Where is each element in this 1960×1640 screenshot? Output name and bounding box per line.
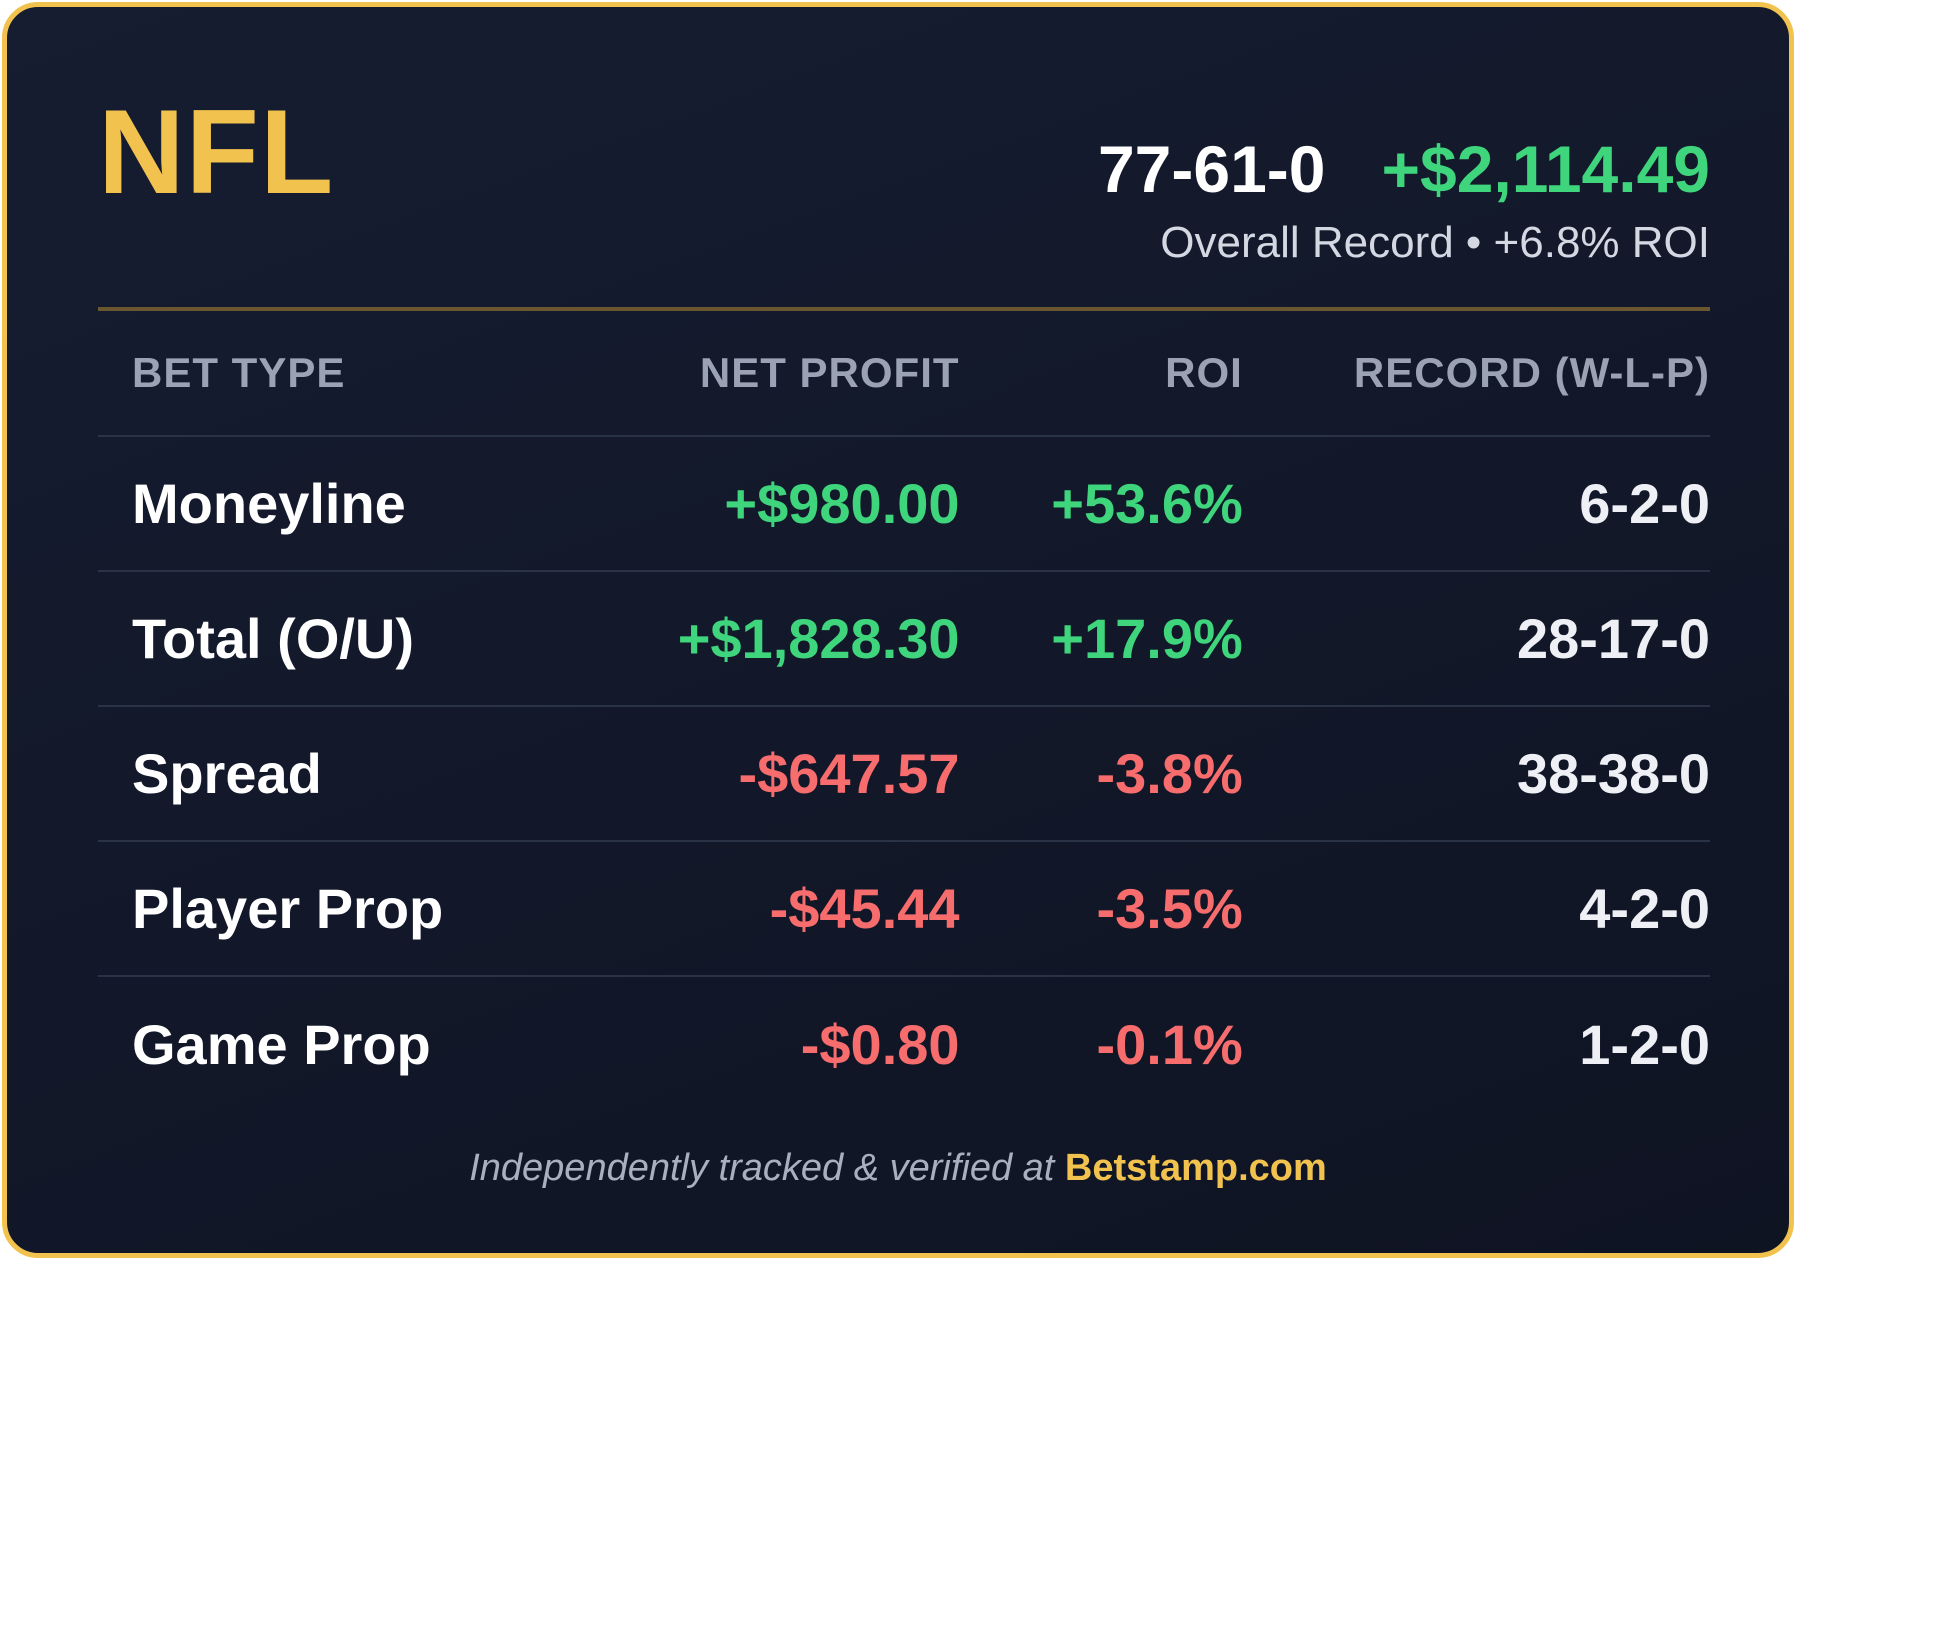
overall-record: 77-61-0 xyxy=(1097,132,1326,206)
cell-net-profit: -$0.80 xyxy=(800,1013,960,1076)
cell-bet-type: Spread xyxy=(132,742,322,805)
cell-net-profit: -$647.57 xyxy=(738,742,960,805)
cell-record: 38-38-0 xyxy=(1516,742,1711,805)
cell-net-profit: -$45.44 xyxy=(769,877,960,940)
cell-roi: +17.9% xyxy=(1051,607,1243,670)
cell-roi: -0.1% xyxy=(1096,1013,1243,1076)
cell-record: 28-17-0 xyxy=(1516,607,1711,670)
card-header: NFL 77-61-0 +$2,114.49 Overall Record • +… xyxy=(98,85,1710,267)
table-row: Game Prop -$0.80 -0.1% 1-2-0 xyxy=(98,977,1710,1112)
overall-subtitle: Overall Record • +6.8% ROI xyxy=(1160,218,1710,267)
cell-net-profit: +$1,828.30 xyxy=(677,607,960,670)
header-roi: ROI xyxy=(1165,349,1243,396)
cell-record: 1-2-0 xyxy=(1579,1013,1711,1076)
league-title: NFL xyxy=(98,85,335,219)
table-row: Player Prop -$45.44 -3.5% 4-2-0 xyxy=(98,842,1710,977)
table-row: Total (O/U) +$1,828.30 +17.9% 28-17-0 xyxy=(98,572,1710,707)
cell-roi: +53.6% xyxy=(1051,472,1243,535)
footer-text: Independently tracked & verified at xyxy=(469,1147,1065,1189)
cell-bet-type: Moneyline xyxy=(132,472,406,535)
header-net-profit: NET PROFIT xyxy=(699,349,960,396)
bet-type-table: BET TYPE NET PROFIT ROI RECORD (W-L-P) M… xyxy=(98,311,1710,1112)
table-header-row: BET TYPE NET PROFIT ROI RECORD (W-L-P) xyxy=(98,311,1710,437)
cell-record: 4-2-0 xyxy=(1579,877,1711,940)
overall-summary: 77-61-0 +$2,114.49 Overall Record • +6.8%… xyxy=(1098,127,1710,271)
header-bet-type: BET TYPE xyxy=(132,349,346,396)
header-divider xyxy=(98,307,1710,311)
overall-line: 77-61-0 +$2,114.49 xyxy=(1098,127,1710,211)
cell-roi: -3.8% xyxy=(1096,742,1243,805)
table-row: Moneyline +$980.00 +53.6% 6-2-0 xyxy=(98,437,1710,572)
cell-bet-type: Total (O/U) xyxy=(132,607,415,670)
footer-link[interactable]: Betstamp.com xyxy=(1064,1147,1327,1189)
cell-record: 6-2-0 xyxy=(1579,472,1711,535)
header-record: RECORD (W-L-P) xyxy=(1353,349,1711,396)
cell-net-profit: +$980.00 xyxy=(724,472,960,535)
cell-roi: -3.5% xyxy=(1096,877,1243,940)
footer-note: Independently tracked & verified at Bets… xyxy=(7,1147,1789,1190)
stats-card: NFL 77-61-0 +$2,114.49 Overall Record • +… xyxy=(2,2,1794,1258)
cell-bet-type: Player Prop xyxy=(132,877,444,940)
cell-bet-type: Game Prop xyxy=(132,1013,431,1076)
table-row: Spread -$647.57 -3.8% 38-38-0 xyxy=(98,707,1710,842)
overall-profit: +$2,114.49 xyxy=(1381,132,1710,206)
